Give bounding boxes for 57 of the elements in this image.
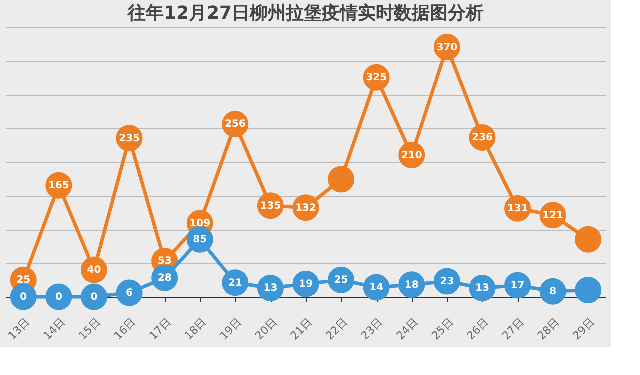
data-label: 28 (158, 273, 172, 284)
data-label: 53 (158, 256, 172, 268)
data-label: 0 (90, 292, 98, 303)
data-label: 13 (476, 283, 490, 294)
x-tick-label: 18日 (182, 316, 210, 343)
data-label: 370 (436, 42, 458, 54)
x-tick-label: 21日 (288, 316, 315, 343)
data-label: 14 (370, 282, 384, 294)
point (10, 284, 37, 310)
point (116, 280, 143, 306)
x-tick-label: 28日 (535, 316, 562, 343)
data-label: 132 (296, 202, 316, 214)
x-tick-label: 29日 (570, 316, 598, 343)
x-tick-label: 25日 (429, 316, 456, 343)
x-tick-label: 16日 (112, 316, 139, 343)
data-label: 210 (401, 150, 422, 162)
point (46, 284, 72, 310)
point (575, 226, 602, 253)
x-tick-label: 20日 (252, 316, 280, 343)
data-label: 109 (190, 218, 211, 230)
data-label: 85 (193, 234, 208, 246)
data-label: 131 (507, 204, 528, 215)
data-label: 0 (55, 292, 62, 303)
data-label: 40 (87, 265, 102, 276)
data-label: 121 (542, 210, 564, 222)
chart-title: 往年12月27日柳州拉堡疫情实时数据图分析 (126, 3, 484, 24)
data-label: 13 (264, 283, 278, 294)
point (540, 278, 566, 305)
data-label: 8 (550, 286, 557, 298)
x-tick-label: 17日 (146, 316, 174, 343)
point (80, 284, 108, 310)
x-tick-label: 23日 (358, 316, 386, 343)
data-label: 325 (366, 72, 388, 84)
x-tick-label: 14日 (41, 316, 68, 343)
data-label: 23 (440, 276, 454, 288)
x-tick-label: 26日 (464, 316, 492, 343)
x-tick-label: 22日 (323, 316, 350, 343)
x-tick-label: 19日 (218, 316, 244, 343)
x-tick-label: 24日 (394, 316, 421, 343)
data-label: 21 (228, 278, 242, 289)
data-label: 25 (334, 275, 348, 286)
data-label: 17 (510, 280, 525, 292)
data-label: 256 (224, 119, 246, 130)
x-tick-label: 15日 (76, 316, 104, 343)
data-label: 165 (48, 180, 70, 192)
point (575, 277, 602, 304)
x-tick-label: 13日 (6, 316, 33, 343)
data-label: 6 (126, 288, 134, 299)
data-label: 236 (472, 132, 493, 144)
data-label: 19 (299, 279, 313, 290)
data-label: 0 (20, 292, 28, 303)
data-label: 18 (404, 280, 419, 291)
point (328, 166, 355, 193)
data-label: 135 (260, 200, 282, 212)
data-label: 235 (119, 133, 140, 144)
data-label: 25 (16, 275, 31, 286)
x-tick-label: 27日 (500, 316, 527, 343)
